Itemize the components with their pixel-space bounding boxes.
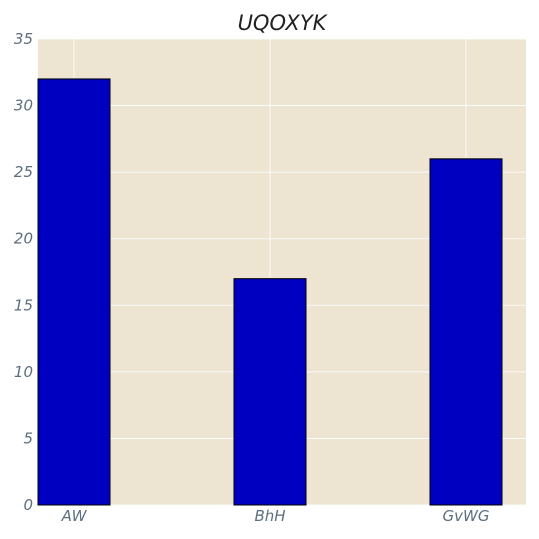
x-tick-label: GvWG [443,507,490,525]
y-tick-label: 25 [14,163,33,181]
x-tick-label: AW [61,507,88,525]
y-tick-label: 0 [23,496,33,514]
y-axis-ticks: 0 5 10 15 20 25 30 35 [14,30,33,514]
bars [37,78,503,506]
y-tick-label: 20 [14,230,33,248]
bar-gvwg [429,158,503,506]
bar-bhh [233,278,307,506]
chart-title: UQOXYK [238,11,329,35]
x-axis-ticks: AW BhH GvWG [61,507,490,525]
y-tick-label: 10 [14,363,33,381]
bar-aw [37,78,111,506]
y-tick-label: 35 [14,30,33,48]
x-tick-label: BhH [254,507,285,525]
y-tick-label: 30 [14,97,33,115]
y-tick-label: 5 [23,429,33,447]
y-tick-label: 15 [14,296,33,314]
